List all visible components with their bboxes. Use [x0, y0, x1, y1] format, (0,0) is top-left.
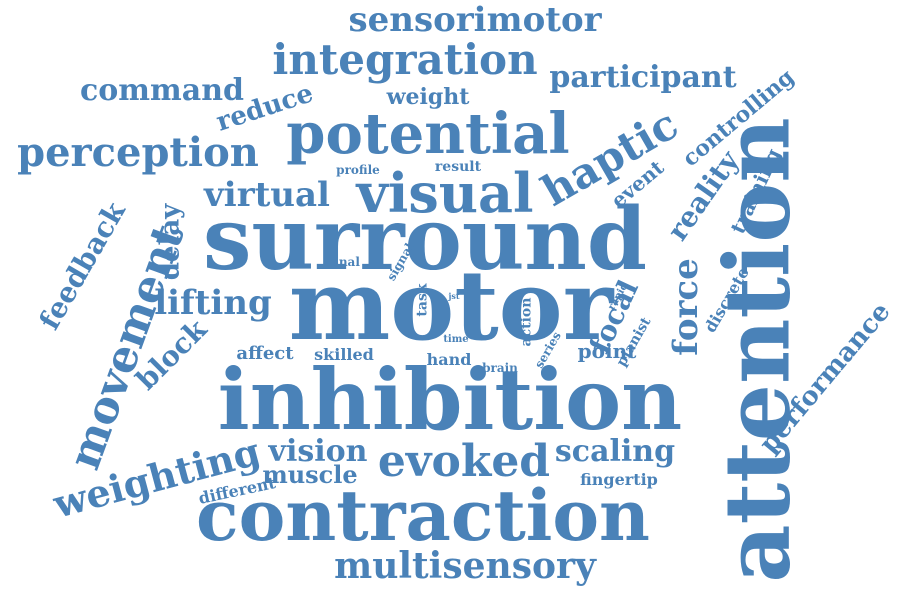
- word-command: command: [80, 73, 244, 108]
- word-affect: affect: [236, 343, 294, 364]
- word-time: time: [443, 334, 469, 345]
- word-scaling: scaling: [554, 434, 676, 469]
- word-profile: profile: [336, 163, 380, 177]
- word-result: result: [434, 159, 482, 175]
- word-surround: surround: [202, 189, 648, 290]
- word-final: final: [330, 255, 360, 269]
- word-muscle: muscle: [262, 460, 358, 489]
- word-brain: brain: [482, 361, 518, 375]
- word-participant: participant: [549, 60, 737, 95]
- word-contraction: contraction: [196, 474, 650, 557]
- word-multisensory: multisensory: [334, 545, 596, 587]
- word-skilled: skilled: [314, 345, 374, 364]
- word-fingertip: fingertip: [580, 470, 658, 489]
- word-weight: weight: [386, 84, 470, 110]
- word-jst: jst: [448, 291, 460, 301]
- word-evoked: evoked: [377, 436, 551, 487]
- word-visual: visual: [356, 161, 534, 225]
- word-force: force: [666, 258, 706, 356]
- word-motor: motor: [288, 249, 614, 362]
- word-hand: hand: [426, 350, 472, 369]
- word-integration: integration: [272, 35, 538, 84]
- word-action: action: [518, 297, 534, 347]
- word-task: task: [415, 283, 431, 317]
- word-perception: perception: [17, 129, 259, 176]
- word-attention: attention: [704, 117, 811, 583]
- word-inhibition: inhibition: [217, 350, 683, 449]
- word-sensorimotor: sensorimotor: [348, 0, 602, 40]
- word-virtual: virtual: [204, 175, 330, 215]
- word-potential: potential: [286, 101, 570, 167]
- word-point: point: [577, 339, 637, 363]
- word-vision: vision: [268, 434, 368, 469]
- word-lifting: lifting: [154, 283, 272, 323]
